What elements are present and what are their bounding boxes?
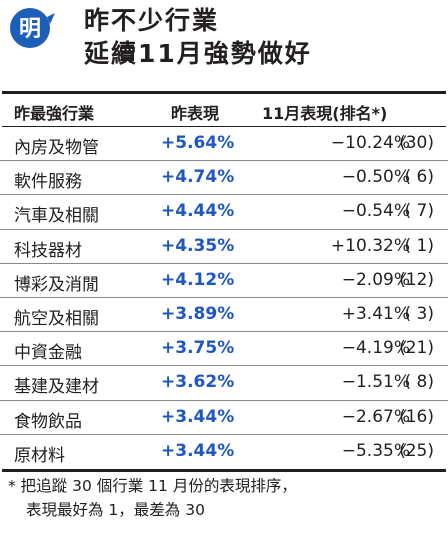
column-header-november: 11月表現(排名*)	[262, 104, 388, 123]
header-rule-top	[2, 91, 446, 94]
yesterday-change-cell: +4.74%	[161, 167, 235, 188]
table-row: 食物飲品 +3.44% −2.67% (16)	[0, 401, 448, 435]
table-row: 博彩及消閒 +4.12% −2.09% (12)	[0, 264, 448, 298]
sector-cell: 中資金融	[14, 343, 82, 364]
yesterday-change-cell: +3.44%	[161, 440, 235, 461]
footnote-line-2: 表現最好為 1，最差為 30	[26, 501, 205, 519]
rank-cell: ( 6)	[404, 167, 434, 188]
november-change-cell: −0.54%	[341, 201, 410, 222]
november-change-cell: −10.24%	[330, 133, 410, 153]
table-row: 內房及物管 +5.64% −10.24% (30)	[0, 127, 448, 162]
november-change-cell: −4.19%	[341, 338, 410, 359]
sector-cell: 原材料	[14, 445, 65, 466]
rank-cell: ( 1)	[404, 235, 434, 256]
headline: 昨不少行業 延續11月強勢做好	[84, 4, 312, 70]
headline-line-2: 延續11月強勢做好	[84, 39, 312, 68]
table-row: 原材料 +3.44% −5.35% (25)	[0, 435, 448, 469]
rank-cell: ( 3)	[404, 303, 434, 324]
rank-cell: (25)	[399, 440, 434, 461]
table-row: 軟件服務 +4.74% −0.50%( 6)	[0, 161, 448, 196]
newspaper-logo-icon: 明	[9, 7, 55, 49]
table-body: 內房及物管 +5.64% −10.24% (30) 軟件服務 +4.74% −0.50%( …	[0, 127, 448, 469]
sector-cell: 軟件服務	[14, 172, 82, 193]
rank-cell: ( 7)	[404, 201, 434, 222]
table-row: 中資金融 +3.75% −4.19% (21)	[0, 332, 448, 367]
table-row: 航空及相關 +3.89% +3.41%( 3)	[0, 298, 448, 333]
column-header-sector: 昨最強行業	[14, 104, 95, 123]
november-change-cell: +3.41%	[341, 303, 410, 324]
november-change-cell: −2.67%	[341, 406, 410, 427]
rank-cell: (16)	[399, 406, 434, 427]
yesterday-change-cell: +3.62%	[161, 372, 235, 393]
table-row: 汽車及相關 +4.44% −0.54%( 7)	[0, 195, 448, 230]
yesterday-change-cell: +4.35%	[161, 235, 235, 256]
rank-cell: ( 8)	[404, 372, 434, 393]
yesterday-change-cell: +3.89%	[161, 303, 235, 324]
sector-cell: 博彩及消閒	[14, 274, 99, 295]
november-change-cell: −0.50%	[341, 167, 410, 188]
table-rule-bottom	[2, 469, 446, 472]
footnote-line-1: * 把追蹤 30 個行業 11 月份的表現排序，	[8, 477, 297, 495]
rank-cell: (30)	[399, 133, 434, 153]
november-change-cell: +10.32%	[330, 235, 410, 256]
sector-cell: 基建及建材	[14, 377, 99, 398]
rank-cell: (12)	[399, 269, 434, 290]
sector-cell: 食物飲品	[14, 411, 82, 432]
sector-cell: 內房及物管	[14, 138, 99, 158]
november-change-cell: −2.09%	[341, 269, 410, 290]
yesterday-change-cell: +5.64%	[161, 133, 235, 153]
sector-cell: 汽車及相關	[14, 206, 99, 227]
table-row: 科技器材 +4.35% +10.32%( 1)	[0, 230, 448, 264]
header-rule-bottom	[2, 126, 446, 127]
headline-line-1: 昨不少行業	[84, 6, 220, 35]
column-header-yesterday: 昨表現	[171, 104, 220, 123]
yesterday-change-cell: +3.75%	[161, 338, 235, 359]
table-row: 基建及建材 +3.62% −1.51%( 8)	[0, 366, 448, 401]
sector-cell: 科技器材	[14, 240, 82, 261]
november-change-cell: −5.35%	[341, 440, 410, 461]
table-header: 昨最強行業 昨表現 11月表現(排名*)	[0, 94, 448, 126]
yesterday-change-cell: +4.12%	[161, 269, 235, 290]
rank-cell: (21)	[399, 338, 434, 359]
sector-cell: 航空及相關	[14, 308, 99, 329]
footnote: * 把追蹤 30 個行業 11 月份的表現排序， 表現最好為 1，最差為 30	[8, 474, 444, 522]
november-change-cell: −1.51%	[341, 372, 410, 393]
yesterday-change-cell: +3.44%	[161, 406, 235, 427]
yesterday-change-cell: +4.44%	[161, 201, 235, 222]
badge-char: 明	[19, 17, 41, 42]
